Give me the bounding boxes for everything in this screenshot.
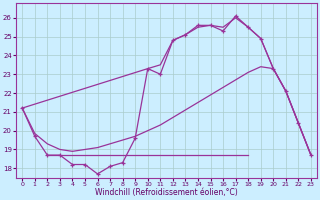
X-axis label: Windchill (Refroidissement éolien,°C): Windchill (Refroidissement éolien,°C) [95,188,238,197]
